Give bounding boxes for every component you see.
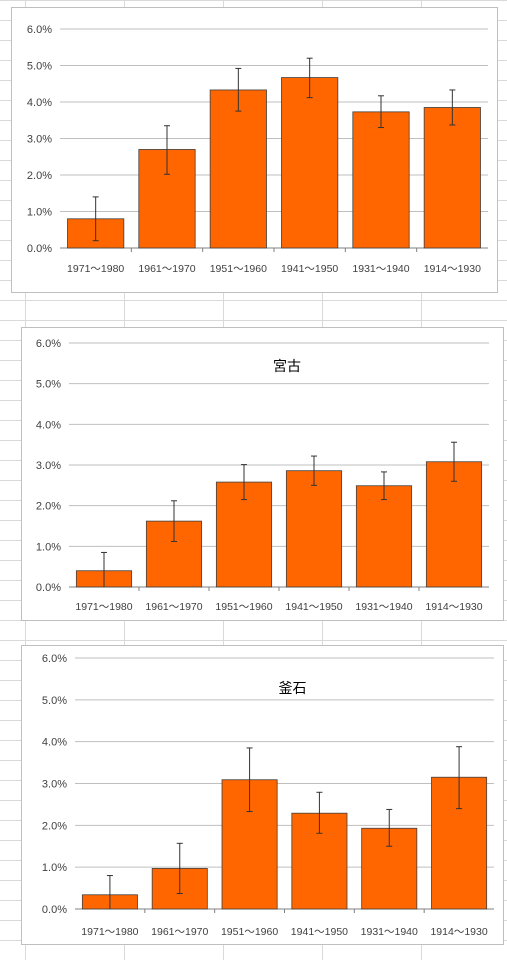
x-tick-label: 1914～1930 [425, 601, 482, 613]
y-tick-label: 5.0% [42, 695, 67, 707]
x-tick-label: 1941～1950 [285, 601, 342, 613]
y-tick-label: 1.0% [27, 207, 52, 219]
bar [209, 89, 267, 249]
bar [281, 77, 339, 249]
y-tick-label: 0.0% [27, 243, 52, 255]
x-tick-label: 1931～1940 [352, 263, 409, 275]
bar [352, 111, 410, 249]
x-tick-label: 1961～1970 [138, 263, 195, 275]
y-tick-label: 5.0% [36, 379, 61, 391]
bar [355, 485, 413, 588]
y-tick-label: 1.0% [36, 541, 61, 553]
chart-svg: 0.0% 1.0% 2.0% 3.0% 4.0% 5.0% 6.0% 1971～1980 196… [27, 24, 488, 275]
y-tick-label: 4.0% [36, 419, 61, 431]
x-tick-label: 1914～1930 [430, 926, 487, 938]
x-tick-label: 1961～1970 [151, 926, 208, 938]
chart-miyako: 0.0% 1.0% 2.0% 3.0% 4.0% 5.0% 6.0% 1971～1980 196… [21, 327, 504, 621]
y-tick-label: 2.0% [27, 170, 52, 182]
bar [423, 107, 481, 249]
bar [285, 470, 343, 588]
y-tick-label: 4.0% [42, 737, 67, 749]
x-tick-label: 1941～1950 [291, 926, 348, 938]
x-tick-label: 1941～1950 [281, 263, 338, 275]
x-tick-label: 1951～1960 [210, 263, 267, 275]
chart-title: 釜石 [279, 680, 307, 696]
y-tick-label: 6.0% [27, 24, 52, 36]
x-tick-label: 1971～1980 [81, 926, 138, 938]
chart-svg: 0.0% 1.0% 2.0% 3.0% 4.0% 5.0% 6.0% 1971～1980 196… [42, 653, 494, 938]
y-tick-label: 2.0% [36, 501, 61, 513]
x-tick-label: 1931～1940 [361, 926, 418, 938]
y-tick-label: 4.0% [27, 97, 52, 109]
y-tick-label: 3.0% [42, 779, 67, 791]
y-tick-label: 0.0% [42, 904, 67, 916]
x-tick-label: 1951～1960 [221, 926, 278, 938]
x-tick-label: 1971～1980 [75, 601, 132, 613]
x-tick-label: 1961～1970 [145, 601, 202, 613]
y-tick-label: 3.0% [27, 134, 52, 146]
chart-all: 0.0% 1.0% 2.0% 3.0% 4.0% 5.0% 6.0% 1971～1980 196… [11, 7, 498, 293]
chart-kamaishi: 0.0% 1.0% 2.0% 3.0% 4.0% 5.0% 6.0% 1971～1980 196… [21, 645, 504, 945]
y-tick-label: 0.0% [36, 582, 61, 594]
y-tick-label: 6.0% [42, 653, 67, 665]
chart-title: 宮古 [273, 358, 301, 374]
y-tick-label: 1.0% [42, 862, 67, 874]
y-tick-label: 3.0% [36, 460, 61, 472]
bar [425, 461, 483, 588]
x-tick-label: 1971～1980 [67, 263, 124, 275]
x-tick-label: 1931～1940 [355, 601, 412, 613]
x-tick-label: 1951～1960 [215, 601, 272, 613]
y-tick-label: 6.0% [36, 338, 61, 350]
chart-svg: 0.0% 1.0% 2.0% 3.0% 4.0% 5.0% 6.0% 1971～1980 196… [36, 338, 489, 613]
y-tick-label: 5.0% [27, 61, 52, 73]
x-tick-label: 1914～1930 [424, 263, 481, 275]
y-tick-label: 2.0% [42, 820, 67, 832]
